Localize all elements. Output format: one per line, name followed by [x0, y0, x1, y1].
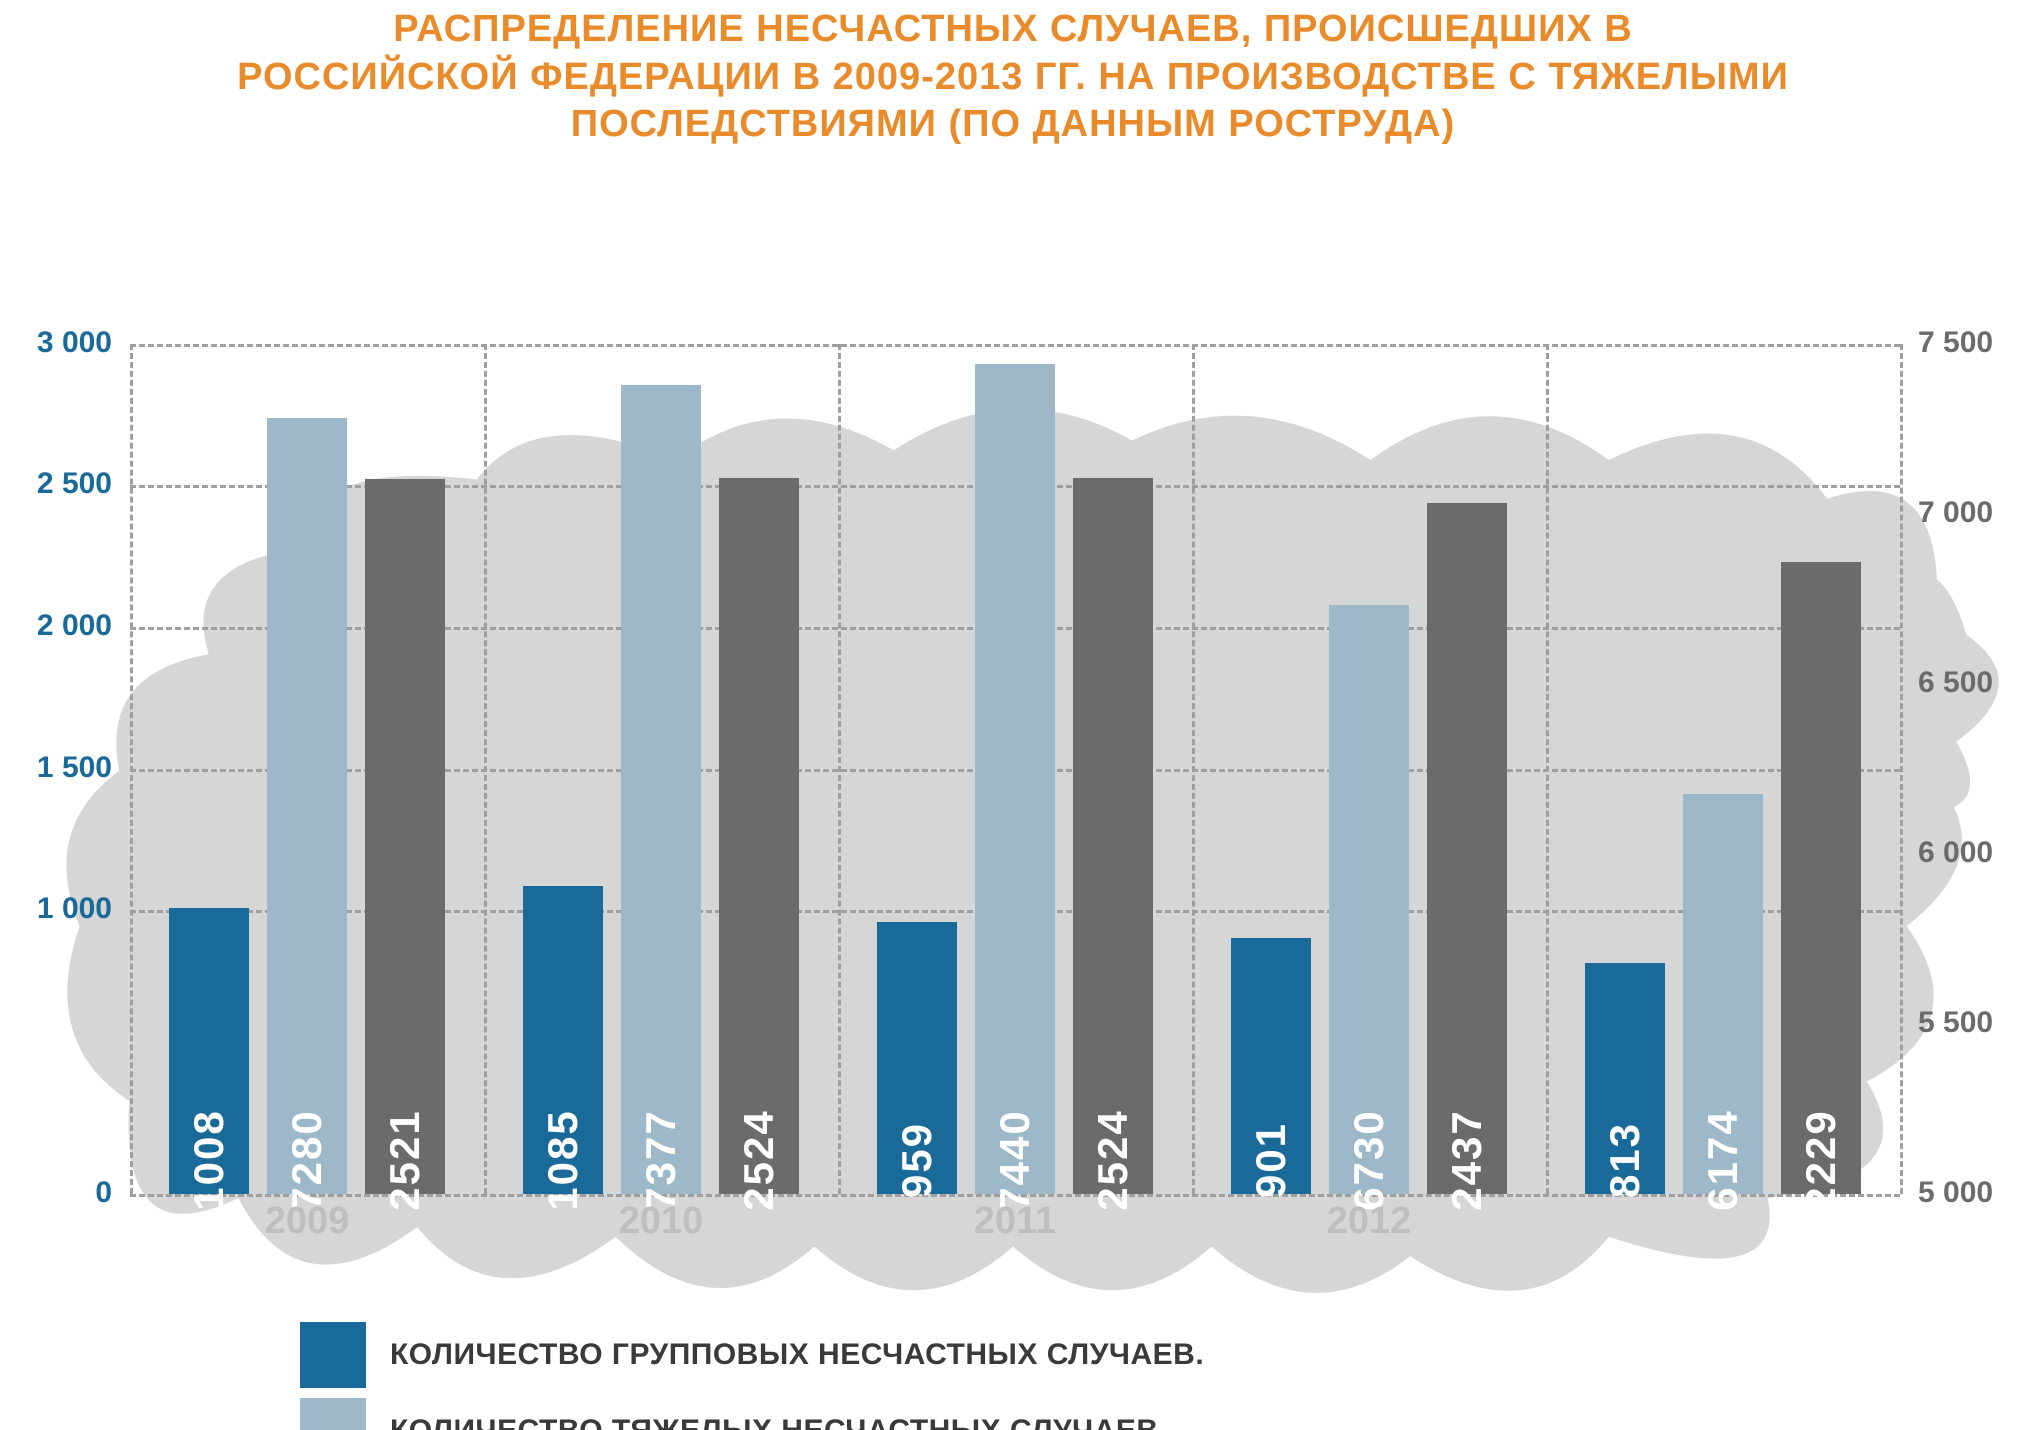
- bar-value-label: 1085: [539, 1109, 587, 1210]
- bar-group: 1008: [169, 908, 249, 1194]
- bar-group: 1085: [523, 886, 603, 1193]
- bar-value-label: 813: [1601, 1121, 1649, 1197]
- legend-item: КОЛИЧЕСТВО ТЯЖЕЛЫХ НЕСЧАСТНЫХ СЛУЧАЕВ.: [300, 1398, 2026, 1430]
- gridline-horizontal: [130, 344, 1900, 347]
- bar-severe: 7377: [621, 385, 701, 1193]
- chart-container: 1008728025211085737725249597440252490167…: [0, 169, 2026, 1304]
- plot-area: 1008728025211085737725249597440252490167…: [130, 344, 1900, 1194]
- legend-swatch: [300, 1398, 366, 1430]
- legend-label: КОЛИЧЕСТВО ГРУППОВЫХ НЕСЧАСТНЫХ СЛУЧАЕВ.: [390, 1338, 1204, 1372]
- bar-value-label: 2524: [735, 1109, 783, 1210]
- x-axis-category-label: 2010: [619, 1200, 704, 1243]
- bar-value-label: 959: [893, 1121, 941, 1197]
- legend-label: КОЛИЧЕСТВО ТЯЖЕЛЫХ НЕСЧАСТНЫХ СЛУЧАЕВ.: [390, 1414, 1167, 1430]
- y-axis-left-tick: 0: [0, 1176, 112, 1210]
- bar-value-label: 2521: [381, 1109, 429, 1210]
- bar-value-label: 6174: [1699, 1109, 1747, 1210]
- bar-value-label: 2524: [1089, 1109, 1137, 1210]
- bar-group: 959: [877, 922, 957, 1194]
- gridline-vertical: [838, 344, 841, 1194]
- bar-value-label: 1008: [185, 1109, 233, 1210]
- legend-item: КОЛИЧЕСТВО ГРУППОВЫХ НЕСЧАСТНЫХ СЛУЧАЕВ.: [300, 1322, 2026, 1388]
- y-axis-right-tick: 5 000: [1918, 1176, 1993, 1210]
- y-axis-left-tick: 2 500: [0, 467, 112, 501]
- y-axis-right-tick: 7 500: [1918, 326, 1993, 360]
- bar-fatal: 2524: [719, 478, 799, 1193]
- y-axis-left-tick: 1 000: [0, 892, 112, 926]
- gridline-vertical: [1546, 344, 1549, 1194]
- y-axis-left-tick: 3 000: [0, 326, 112, 360]
- y-axis-left-tick: 1 500: [0, 751, 112, 785]
- gridline-vertical: [1900, 344, 1903, 1194]
- bar-severe: 6730: [1329, 605, 1409, 1193]
- bar-severe: 7280: [267, 418, 347, 1193]
- bar-fatal: 2437: [1427, 503, 1507, 1193]
- y-axis-right-tick: 6 500: [1918, 666, 1993, 700]
- x-axis-category-label: 2009: [265, 1200, 350, 1243]
- y-axis-right-tick: 7 000: [1918, 496, 1993, 530]
- y-axis-right-tick: 5 500: [1918, 1006, 1993, 1040]
- bar-value-label: 2229: [1797, 1109, 1845, 1210]
- bar-fatal: 2229: [1781, 562, 1861, 1194]
- gridline-vertical: [1192, 344, 1195, 1194]
- gridline-vertical: [484, 344, 487, 1194]
- legend: КОЛИЧЕСТВО ГРУППОВЫХ НЕСЧАСТНЫХ СЛУЧАЕВ.…: [0, 1322, 2026, 1430]
- bar-group: 813: [1585, 963, 1665, 1193]
- bar-value-label: 7440: [991, 1109, 1039, 1210]
- y-axis-left-tick: 2 000: [0, 609, 112, 643]
- bar-value-label: 7280: [283, 1109, 331, 1210]
- bar-severe: 7440: [975, 364, 1055, 1194]
- bar-value-label: 7377: [637, 1109, 685, 1210]
- bar-severe: 6174: [1683, 794, 1763, 1193]
- bar-group: 901: [1231, 938, 1311, 1193]
- bar-value-label: 2437: [1443, 1109, 1491, 1210]
- bar-fatal: 2524: [1073, 478, 1153, 1193]
- bar-value-label: 901: [1247, 1121, 1295, 1197]
- bar-value-label: 6730: [1345, 1109, 1393, 1210]
- x-axis-category-label: 2011: [974, 1200, 1056, 1243]
- legend-swatch: [300, 1322, 366, 1388]
- gridline-vertical: [130, 344, 133, 1194]
- chart-title: РАСПРЕДЕЛЕНИЕ НЕСЧАСТНЫХ СЛУЧАЕВ, ПРОИСШ…: [0, 0, 2026, 149]
- x-axis-category-label: 2012: [1327, 1200, 1412, 1243]
- y-axis-right-tick: 6 000: [1918, 836, 1993, 870]
- bar-fatal: 2521: [365, 479, 445, 1193]
